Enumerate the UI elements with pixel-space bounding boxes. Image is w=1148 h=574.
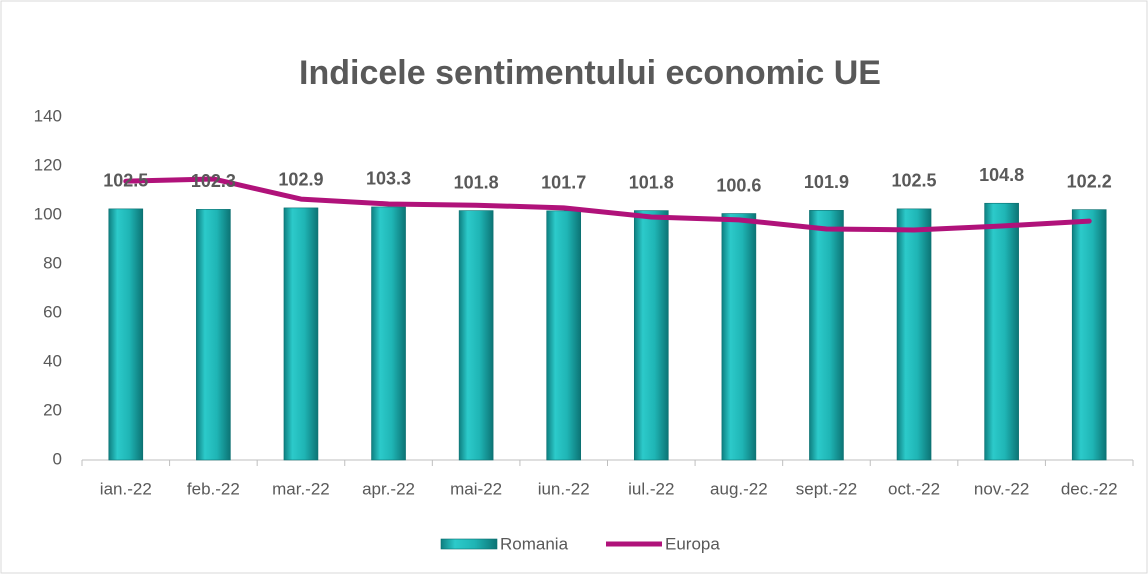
x-tick-label: dec.-22	[1061, 479, 1118, 498]
y-tick-label: 100	[34, 204, 62, 223]
data-label: 101.8	[629, 172, 674, 192]
bar	[896, 208, 932, 461]
legend-label: Romania	[500, 534, 569, 553]
x-tick-label: oct.-22	[888, 479, 940, 498]
x-tick-label: sept.-22	[796, 479, 857, 498]
x-tick-label: nov.-22	[974, 479, 1029, 498]
legend-swatch	[440, 538, 498, 550]
x-tick-label: iun.-22	[538, 479, 590, 498]
data-label: 101.9	[804, 172, 849, 192]
y-tick-label: 0	[53, 449, 62, 468]
x-tick-label: mar.-22	[272, 479, 330, 498]
x-tick-label: iul.-22	[628, 479, 674, 498]
data-label: 101.7	[541, 173, 586, 193]
y-tick-label: 140	[34, 106, 62, 125]
chart-title: Indicele sentimentului economic UE	[299, 54, 881, 92]
legend-label: Europa	[665, 534, 720, 553]
x-tick-label: aug.-22	[710, 479, 768, 498]
x-tick-label: feb.-22	[187, 479, 240, 498]
x-tick-label: mai-22	[450, 479, 502, 498]
y-tick-label: 60	[43, 302, 62, 321]
data-label: 103.3	[366, 169, 411, 189]
x-tick-label: ian.-22	[100, 479, 152, 498]
bar	[984, 202, 1019, 461]
bar	[196, 209, 231, 461]
data-label: 102.5	[892, 171, 937, 191]
bar	[721, 213, 757, 461]
data-label: 100.6	[716, 175, 761, 195]
bar	[1071, 209, 1107, 461]
bar	[546, 210, 582, 461]
bar	[371, 206, 406, 461]
y-tick-label: 80	[43, 253, 62, 272]
bar	[108, 208, 144, 461]
data-label: 102.2	[1067, 171, 1112, 191]
y-tick-label: 40	[43, 351, 62, 370]
data-label: 101.8	[454, 172, 499, 192]
bar	[809, 210, 844, 461]
data-label: 102.9	[278, 170, 323, 190]
bar	[283, 207, 319, 461]
y-tick-label: 120	[34, 155, 62, 174]
data-label: 102.5	[103, 171, 148, 191]
legend: Romania Europa	[440, 534, 720, 553]
line	[123, 176, 1092, 233]
data-label: 104.8	[979, 165, 1024, 185]
x-tick-label: apr.-22	[362, 479, 415, 498]
data-label: 102.3	[191, 171, 236, 191]
y-tick-label: 20	[43, 400, 62, 419]
bar	[458, 210, 494, 461]
bar	[633, 210, 669, 461]
